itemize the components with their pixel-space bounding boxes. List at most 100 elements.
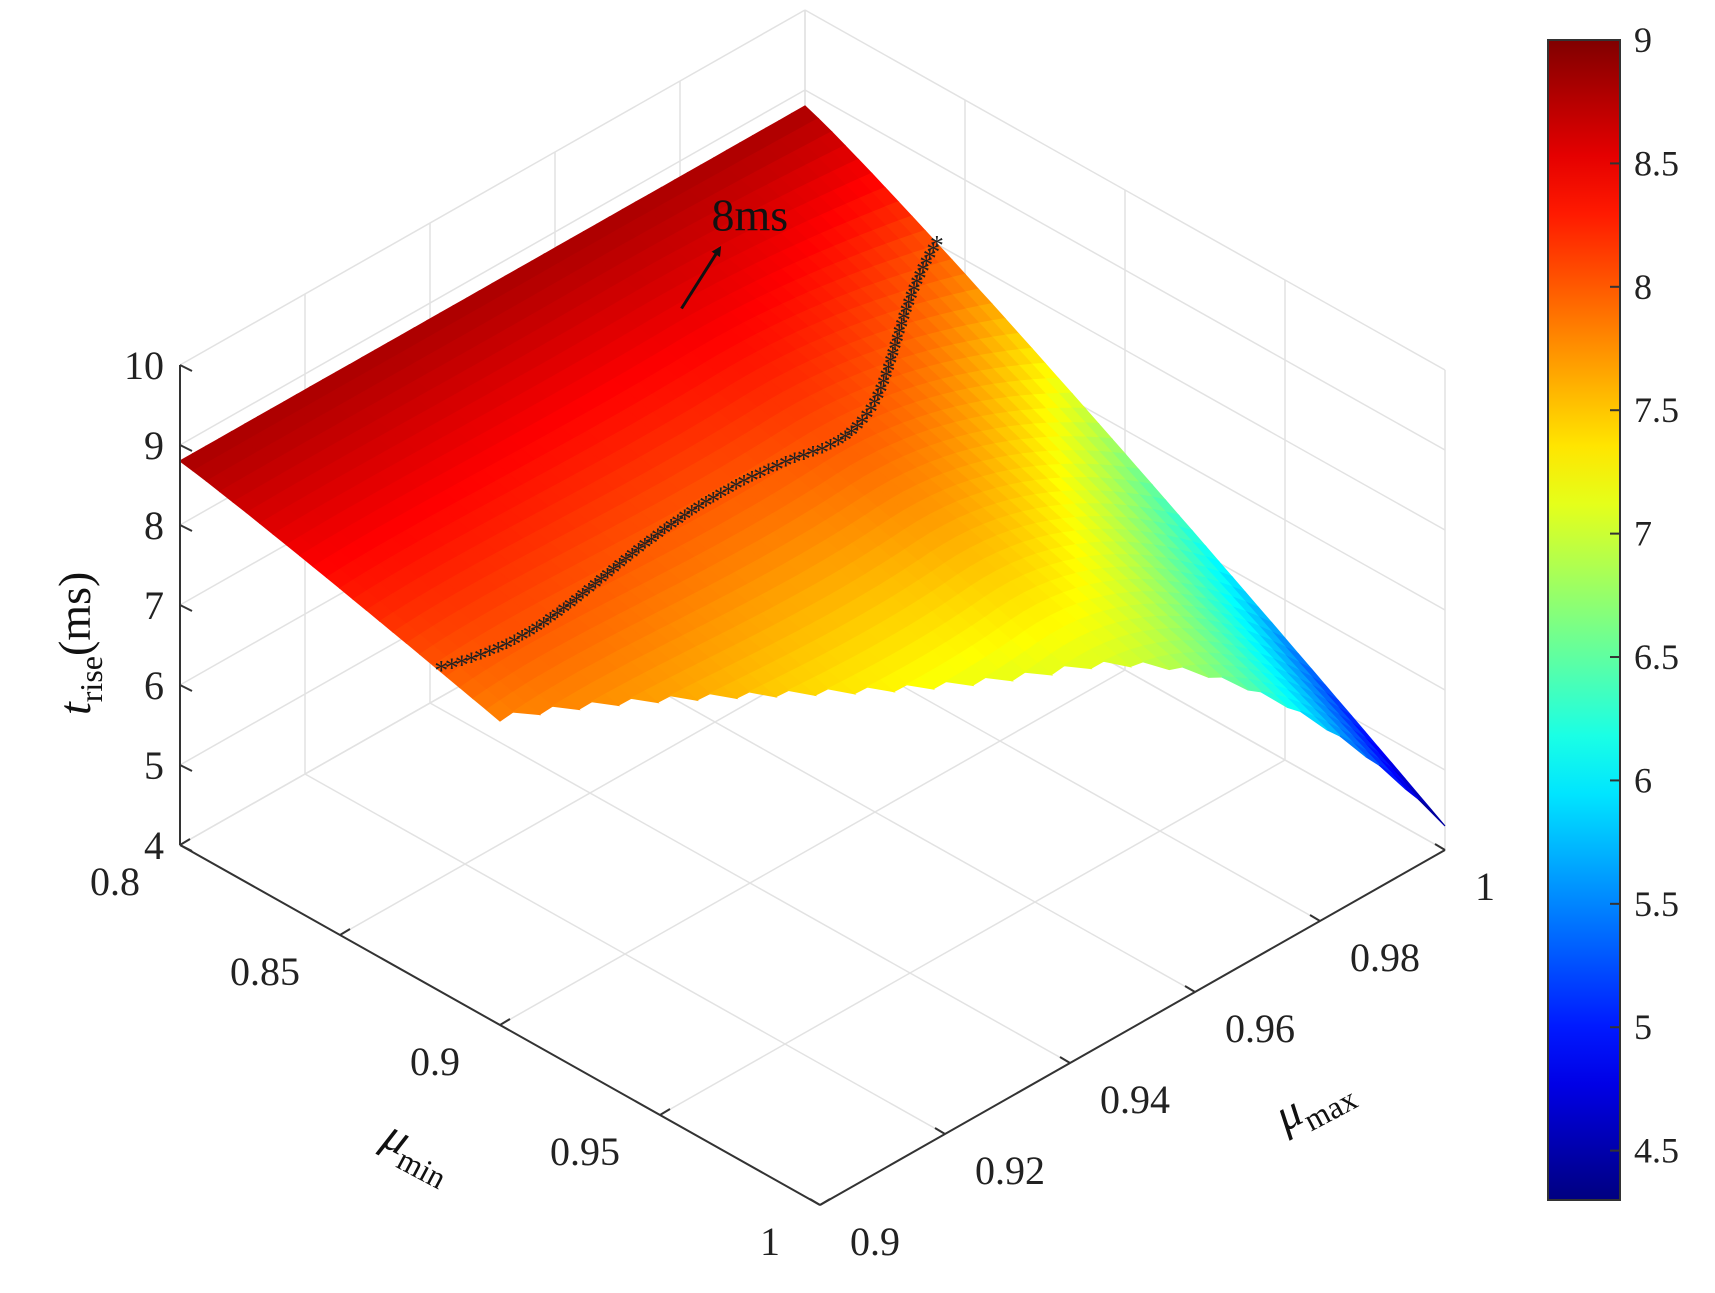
contour-marker: *	[685, 500, 699, 531]
contour-marker: *	[916, 257, 930, 288]
contour-marker: *	[895, 313, 909, 344]
contour-marker: *	[594, 568, 608, 599]
y-tick-mark	[809, 1198, 821, 1206]
contour-marker: *	[897, 306, 911, 337]
grid-line	[179, 89, 806, 446]
contour-marker: *	[845, 420, 859, 451]
y-tick-label: 0.96	[1225, 1006, 1295, 1051]
contour-marker: *	[464, 648, 478, 679]
colorbar-tick-label: 5	[1634, 1007, 1652, 1047]
contour-marker: *	[831, 430, 845, 461]
contour-marker: *	[563, 593, 577, 624]
contour-marker: *	[523, 621, 537, 652]
contour-marker: *	[824, 434, 838, 465]
colorbar-gradient	[1547, 39, 1621, 1201]
contour-marker: *	[699, 491, 713, 522]
z-tick-label: 4	[144, 823, 164, 868]
surface-cell	[1339, 735, 1367, 758]
surface-cell	[708, 686, 739, 700]
y-tick-label: 0.98	[1350, 935, 1420, 980]
contour-marker: *	[899, 299, 913, 330]
grid-line	[804, 9, 1446, 371]
z-tick-mark	[179, 844, 193, 852]
z-tick-mark	[179, 764, 193, 772]
contour-marker: *	[576, 583, 590, 614]
surface-cell	[1182, 664, 1210, 678]
contour-marker: *	[507, 629, 521, 660]
contour-marker: *	[658, 519, 672, 550]
contour-marker: *	[721, 478, 735, 509]
contour-marker: *	[860, 404, 874, 435]
contour-marker: *	[788, 448, 802, 479]
contour-marker: *	[644, 528, 658, 559]
contour-marker: *	[671, 509, 685, 540]
x-tick-mark	[339, 928, 351, 936]
contour-marker: *	[445, 653, 459, 684]
y-tick-mark	[1059, 1056, 1071, 1064]
annotation-label: 8ms	[712, 190, 789, 241]
contour-marker: *	[651, 523, 665, 554]
surface-cell	[589, 693, 621, 707]
contour-marker: *	[797, 444, 811, 475]
annotation-arrow	[680, 245, 722, 310]
contour-marker: *	[806, 441, 820, 472]
colorbar-tick-label: 5.5	[1634, 884, 1679, 924]
z-axis-label-unit: (ms)	[49, 572, 100, 656]
z-tick-mark	[179, 524, 193, 532]
contour-marker: *	[913, 264, 927, 295]
z-axis-label-symbol: t	[49, 701, 100, 715]
x-tick-mark	[819, 1198, 831, 1206]
contour-marker: *	[537, 612, 551, 643]
surface-cell	[865, 679, 896, 693]
surface-cell	[983, 668, 1014, 682]
grid-line	[179, 9, 806, 366]
y-tick-mark	[1434, 843, 1446, 851]
contour-marker: *	[714, 483, 728, 514]
surface-cell	[1140, 657, 1170, 671]
contour-marker: *	[607, 558, 621, 589]
x-tick-mark	[659, 1108, 671, 1116]
y-tick-label: 0.92	[975, 1148, 1045, 1193]
colorbar-tick-label: 8.5	[1634, 143, 1679, 183]
axes: 0.8 0.85 0.9 0.95 1 0.9 0.92 0.94 0.96 0.98 1 4 5 6 7 8…	[90, 343, 1495, 1264]
contour-marker: *	[515, 625, 529, 656]
contour-marker: *	[874, 378, 888, 409]
grid-line	[429, 702, 1071, 1064]
surface-cell	[944, 673, 975, 687]
x-tick-label: 0.95	[550, 1129, 620, 1174]
surface-cell	[668, 688, 700, 702]
z-tick-label: 6	[144, 663, 164, 708]
contour-marker: *	[890, 327, 904, 358]
grid-line	[499, 669, 1126, 1026]
contour-marker: *	[544, 607, 558, 638]
z-tick-mark	[179, 364, 193, 372]
contour-marker: *	[601, 563, 615, 594]
z-tick-mark	[179, 444, 193, 452]
x-tick-label: 0.9	[410, 1039, 460, 1084]
contour-marker: *	[632, 538, 646, 569]
z-axis-label-subscript: rise	[73, 656, 109, 702]
contour-marker: *	[879, 364, 893, 395]
contour-marker: *	[888, 335, 902, 366]
x-axis-label: μmin	[370, 1108, 463, 1196]
surface-cell	[747, 684, 778, 698]
contour-marker: *	[499, 633, 513, 664]
contour-marker: *	[491, 637, 505, 668]
contour-marker: *	[625, 543, 639, 574]
contour-marker: *	[678, 505, 692, 536]
surface-cell	[1300, 710, 1328, 731]
contour-marker: *	[550, 603, 564, 634]
contour-marker: *	[815, 438, 829, 469]
contour-marker: *	[434, 656, 448, 687]
contour-marker: *	[619, 548, 633, 579]
contour-marker: *	[770, 455, 784, 486]
surface-cell	[511, 702, 542, 716]
contour-marker: *	[588, 573, 602, 604]
surface-cell	[629, 690, 660, 704]
contour-marker: *	[483, 641, 497, 672]
contour-marker: *	[850, 415, 864, 446]
contour-marker: *	[892, 320, 906, 351]
contour-marker: *	[907, 278, 921, 309]
contour-marker: *	[886, 342, 900, 373]
contour-marker: *	[570, 588, 584, 619]
